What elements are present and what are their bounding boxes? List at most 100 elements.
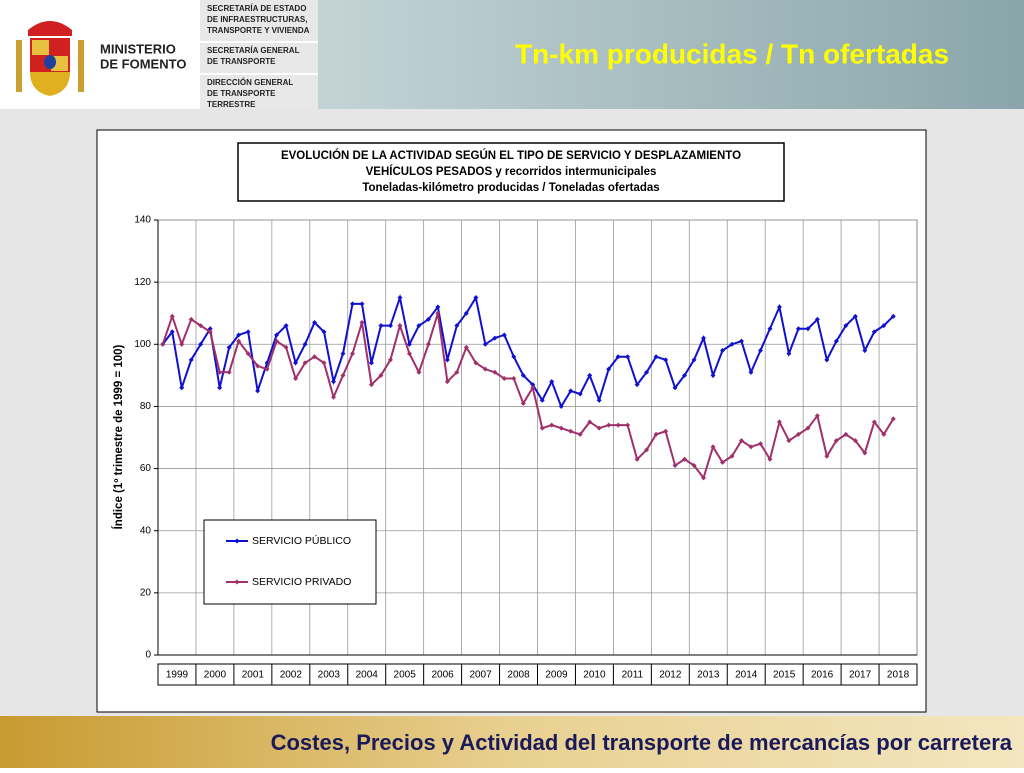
marker (881, 431, 887, 437)
marker (520, 400, 526, 406)
marker (805, 326, 811, 332)
marker (473, 360, 479, 366)
marker (444, 379, 450, 385)
x-tick-label: 2011 (622, 670, 644, 681)
marker (814, 316, 820, 322)
x-tick-label: 2000 (204, 670, 227, 681)
marker (245, 329, 251, 335)
department-text: SECRETARÍA GENERAL (207, 46, 300, 55)
marker (463, 344, 469, 350)
marker (625, 422, 631, 428)
marker (454, 323, 460, 329)
marker (321, 360, 327, 366)
marker (738, 338, 744, 344)
marker (720, 459, 726, 465)
y-tick-label: 20 (140, 587, 152, 598)
marker (312, 320, 318, 326)
marker (530, 382, 536, 388)
marker (198, 323, 204, 329)
marker (701, 475, 707, 481)
marker (587, 419, 593, 425)
chart-title-box (237, 142, 785, 202)
coat-of-arms (16, 21, 84, 96)
marker (682, 372, 688, 378)
marker (814, 413, 820, 419)
x-tick-label: 2012 (659, 670, 682, 681)
department-text: DE TRANSPORTE (207, 57, 276, 66)
marker (226, 369, 232, 375)
marker (757, 348, 763, 353)
marker (492, 335, 498, 341)
marker (606, 422, 612, 428)
marker (710, 372, 716, 378)
x-tick-label: 2016 (811, 670, 834, 681)
x-tick-label: 2008 (507, 670, 530, 681)
marker (710, 444, 716, 450)
marker (387, 357, 393, 363)
slide-title: Tn-km producidas / Tn ofertadas (515, 38, 949, 69)
marker (331, 379, 337, 385)
logo-text: DE FOMENTO (100, 56, 186, 71)
marker (274, 338, 280, 344)
marker (663, 357, 669, 363)
marker (198, 341, 204, 347)
x-tick-label: 2002 (280, 670, 303, 681)
chart-title: EVOLUCIÓN DE LA ACTIVIDAD SEGÚN EL TIPO … (281, 149, 741, 162)
marker (511, 375, 517, 381)
marker (236, 332, 242, 338)
marker (169, 313, 175, 319)
marker (890, 416, 896, 422)
marker (672, 462, 678, 468)
marker (862, 348, 868, 353)
marker (387, 323, 393, 329)
marker (283, 344, 289, 350)
marker (615, 354, 621, 360)
marker (558, 425, 564, 431)
marker (871, 419, 877, 425)
marker (748, 444, 754, 450)
marker (776, 419, 782, 425)
marker (520, 372, 526, 378)
marker (406, 351, 412, 357)
marker (264, 366, 270, 372)
marker (890, 313, 896, 319)
marker (776, 304, 782, 310)
department-panel (200, 0, 318, 109)
x-tick-label: 2014 (735, 670, 758, 681)
x-tick-label: 2018 (887, 670, 910, 681)
x-tick-label: 2013 (697, 670, 720, 681)
department-text: TRANSPORTE Y VIVIENDA (207, 26, 310, 35)
marker (871, 329, 877, 335)
marker (454, 369, 460, 375)
marker (425, 341, 431, 347)
marker (701, 335, 707, 341)
marker (786, 351, 792, 357)
x-tick-label: 2003 (318, 670, 341, 681)
marker (568, 388, 574, 394)
chart-title: VEHÍCULOS PESADOS y recorridos intermuni… (366, 165, 657, 178)
marker (255, 363, 261, 369)
marker (482, 341, 488, 347)
marker (852, 438, 858, 444)
marker (795, 431, 801, 437)
y-axis-label: Índice (1º trimestre de 1999 = 100) (112, 344, 125, 529)
legend-label: SERVICIO PRIVADO (252, 576, 351, 588)
legend (203, 519, 377, 605)
marker (416, 369, 422, 375)
marker (833, 338, 839, 344)
marker (729, 453, 735, 459)
marker (691, 357, 697, 363)
marker (274, 332, 280, 338)
marker (539, 425, 545, 431)
marker (406, 341, 412, 347)
x-tick-label: 2006 (432, 670, 455, 681)
y-tick-label: 40 (140, 525, 152, 536)
marker (378, 372, 384, 378)
department-text: SECRETARÍA DE ESTADO (207, 4, 306, 13)
legend-marker (234, 538, 240, 544)
marker (188, 357, 194, 363)
department-text: DE TRANSPORTE (207, 89, 276, 98)
marker (634, 456, 640, 462)
logo-text: MINISTERIO (100, 41, 176, 56)
marker (397, 295, 403, 301)
